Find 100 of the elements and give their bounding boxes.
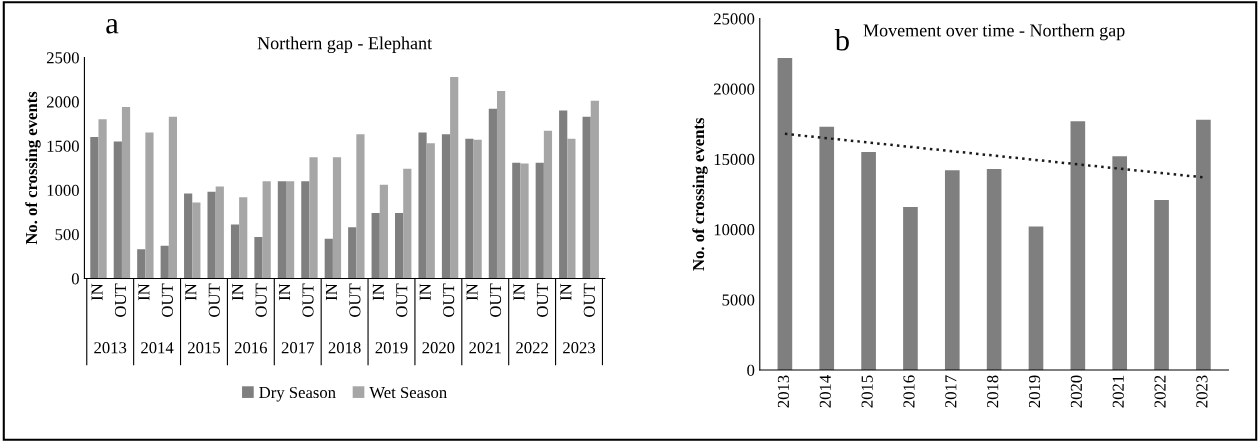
bar [371,213,380,279]
chart-title: Movement over time - Northern gap [863,23,1125,41]
x-tick-label: OUT [208,283,220,317]
x-tick-label: IN [466,283,478,301]
y-tick-label: 0 [71,273,79,285]
bar [473,139,482,279]
bar [403,168,412,279]
bar [277,181,287,279]
x-tick-label: OUT [536,283,549,317]
x-tick-label: IN [560,283,572,301]
bar [418,132,427,279]
bar [559,110,568,279]
x-tick-label: 2022 [1154,375,1166,408]
bar [543,130,553,279]
bar [1154,199,1169,370]
bar [535,162,544,279]
y-tick-label: 2500 [46,52,79,64]
bar [819,126,835,370]
bar [944,170,960,370]
y-tick-label: 1500 [47,140,79,152]
x-tick-label: IN [138,283,150,301]
y-tick-label: 1000 [47,184,79,197]
bar [582,116,591,279]
legend-label: Wet Season [369,386,447,399]
bar [184,193,193,279]
bar [1070,121,1086,370]
bar [356,134,365,279]
bar [230,224,240,279]
x-tick-label: OUT [255,283,267,317]
bar [488,108,497,279]
bar [262,181,271,279]
x-tick-label: OUT [583,283,595,317]
y-axis-title: No. of crossing events [692,117,708,271]
bar [590,100,599,279]
y-tick-label: 5000 [722,294,755,306]
x-tick-label: OUT [302,283,314,317]
x-tick-label: IN [372,283,384,301]
y-axis-title: No. of crossing events [25,91,41,245]
x-tick-label: 2015 [861,375,873,408]
bar [1112,156,1128,370]
bar [861,152,876,370]
x-tick-label: 2018 [987,375,999,408]
text: 2021 [469,342,501,354]
chart-title: Northern gap - Elephant [257,36,432,54]
bar [426,143,435,279]
y-tick-label: 25000 [713,13,755,25]
x-tick-label: OUT [443,283,455,317]
x-tick-label: 2023 [1196,375,1208,408]
x-tick-label: OUT [349,283,361,317]
bar [145,132,154,279]
bar [348,227,357,279]
text: 2013 [94,342,127,354]
y-tick-label: 500 [55,228,79,241]
x-tick-label: IN [325,283,337,301]
legend-label: Dry Season [259,386,336,402]
x-tick-label: IN [513,283,525,301]
x-tick-label: IN [279,283,291,301]
bar [379,184,388,279]
bar [121,106,131,279]
bar [254,236,263,279]
y-tick-label: 2000 [46,96,79,108]
y-tick-label: 15000 [714,153,755,166]
x-tick-label: OUT [161,283,173,317]
x-tick-label: 2017 [945,375,957,408]
bar [496,91,506,279]
line-series [783,132,1205,179]
x-tick-label: 2013 [777,375,790,408]
x-tick-label: OUT [396,283,408,317]
bar [567,138,576,279]
text: 2014 [141,342,174,354]
x-tick-label: OUT [114,283,127,317]
y-tick-label: 20000 [713,83,755,95]
bar [160,245,169,279]
text: 2023 [563,342,596,354]
x-tick-label: IN [232,283,244,301]
bar [903,206,918,370]
bar [465,138,474,279]
bar [395,213,404,279]
bar [986,168,1002,370]
bar [207,191,216,279]
x-tick-label: IN [91,283,103,301]
text: 2017 [281,342,314,354]
y-tick-label: 10000 [714,224,755,236]
bar [168,116,178,279]
text: 2018 [328,342,361,354]
text: 2019 [375,342,408,354]
bar [90,137,99,279]
bar [520,163,529,279]
x-tick-label: 2020 [1070,375,1083,408]
x-tick-label: 2016 [903,375,915,408]
bar [1028,226,1044,370]
x-tick-label: IN [185,283,197,301]
text: 2015 [188,342,220,354]
annotation: b [834,29,849,51]
bar [512,162,521,279]
bar [309,157,318,279]
x-tick-label: 2019 [1028,375,1041,408]
bar [777,57,793,370]
bar [113,141,122,279]
x-tick-label: 2021 [1112,375,1124,408]
